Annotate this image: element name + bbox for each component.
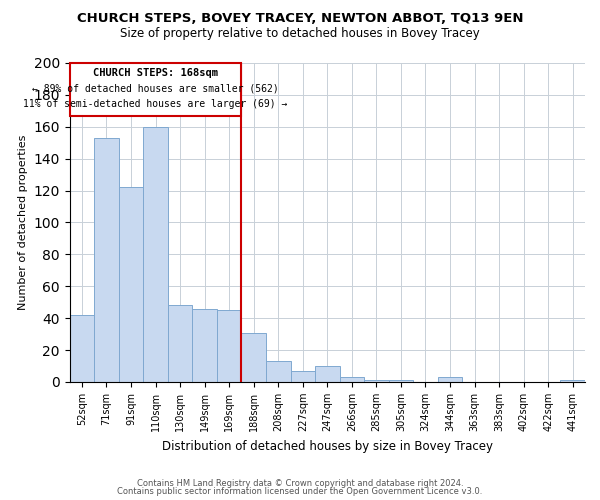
Bar: [290, 371, 315, 382]
Bar: [266, 361, 290, 382]
X-axis label: Distribution of detached houses by size in Bovey Tracey: Distribution of detached houses by size …: [162, 440, 493, 452]
Text: Size of property relative to detached houses in Bovey Tracey: Size of property relative to detached ho…: [120, 28, 480, 40]
Bar: [168, 306, 193, 382]
Text: Contains public sector information licensed under the Open Government Licence v3: Contains public sector information licen…: [118, 487, 482, 496]
Bar: [241, 332, 266, 382]
Bar: [389, 380, 413, 382]
Bar: [364, 380, 389, 382]
Bar: [70, 315, 94, 382]
Text: Contains HM Land Registry data © Crown copyright and database right 2024.: Contains HM Land Registry data © Crown c…: [137, 478, 463, 488]
Bar: [143, 127, 168, 382]
Text: ← 89% of detached houses are smaller (562): ← 89% of detached houses are smaller (56…: [32, 84, 279, 94]
Y-axis label: Number of detached properties: Number of detached properties: [18, 135, 28, 310]
Bar: [119, 188, 143, 382]
Bar: [315, 366, 340, 382]
FancyBboxPatch shape: [70, 63, 241, 116]
Text: 11% of semi-detached houses are larger (69) →: 11% of semi-detached houses are larger (…: [23, 100, 288, 110]
Bar: [193, 308, 217, 382]
Bar: [438, 377, 463, 382]
Text: CHURCH STEPS: 168sqm: CHURCH STEPS: 168sqm: [93, 68, 218, 78]
Bar: [560, 380, 585, 382]
Text: CHURCH STEPS, BOVEY TRACEY, NEWTON ABBOT, TQ13 9EN: CHURCH STEPS, BOVEY TRACEY, NEWTON ABBOT…: [77, 12, 523, 26]
Bar: [94, 138, 119, 382]
Bar: [340, 377, 364, 382]
Bar: [217, 310, 241, 382]
